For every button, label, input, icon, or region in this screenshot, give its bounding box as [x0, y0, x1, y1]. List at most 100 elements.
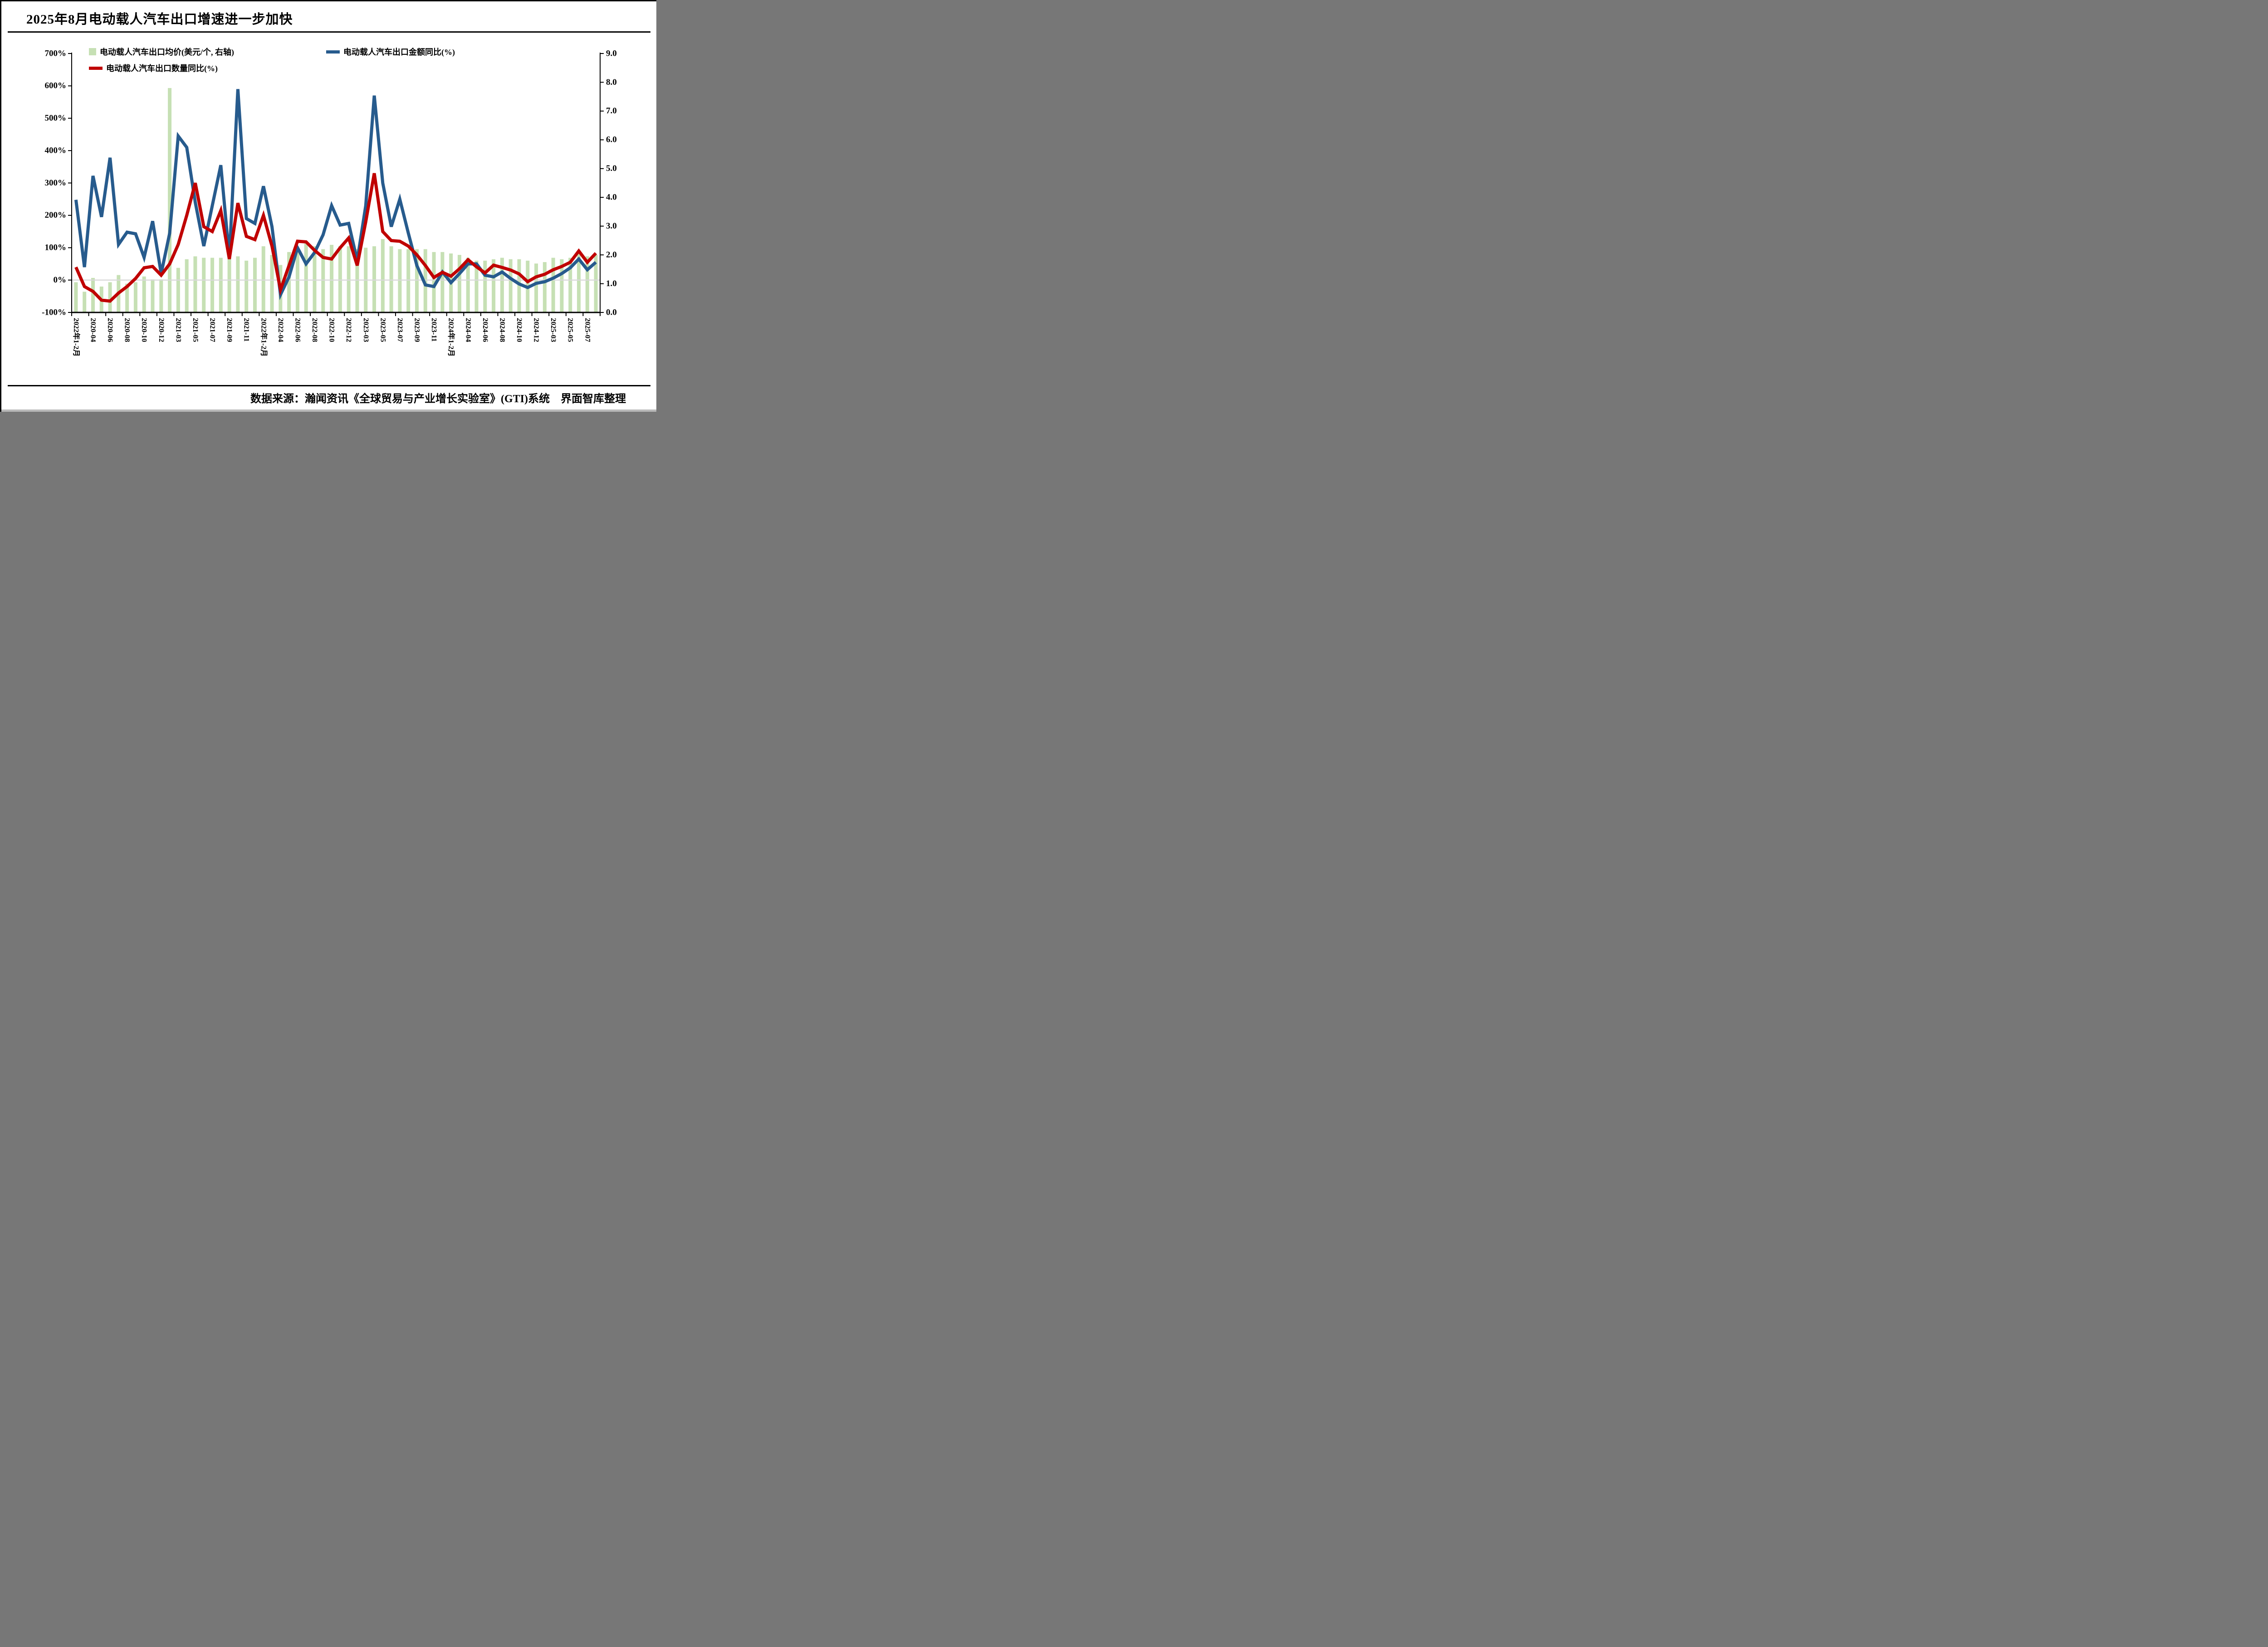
- x-axis-label: 2021-05: [191, 318, 199, 342]
- price-bar: [560, 259, 564, 312]
- chart-area: 700% 600% 500% 400% 300% 200% 100% 0% -100% 9.0 8.…: [1, 33, 656, 385]
- price-bar: [355, 249, 359, 312]
- line-swatch-icon: [89, 66, 103, 70]
- x-axis-label: 2024-08: [498, 318, 506, 342]
- price-bar: [508, 259, 513, 312]
- legend-label: 电动载人汽车出口数量同比(%): [106, 64, 218, 73]
- quantity-yoy-line: [74, 173, 597, 303]
- x-axis-label: 2024-12: [533, 318, 540, 342]
- price-bar: [108, 282, 112, 312]
- x-axis-label: 2020-06: [106, 318, 114, 342]
- right-axis-label: 7.0: [606, 106, 617, 116]
- x-axis-label: 2021-11: [243, 318, 250, 341]
- right-axis-label: 2.0: [606, 250, 617, 259]
- price-bar: [568, 258, 572, 312]
- left-axis-label: 700%: [45, 49, 67, 58]
- combo-chart: 700% 600% 500% 400% 300% 200% 100% 0% -100% 9.0 8.…: [42, 49, 617, 356]
- price-bar: [74, 282, 78, 312]
- price-bar: [151, 279, 155, 312]
- amount-yoy-line: [74, 89, 597, 300]
- price-bar: [492, 259, 496, 312]
- legend-item-price: 电动载人汽车出口均价(美元/个, 右轴): [89, 46, 234, 58]
- price-bar: [517, 259, 521, 312]
- x-axis-label: 2020-10: [140, 318, 148, 342]
- chart-title: 2025年8月电动载人汽车出口增速进一步加快: [26, 12, 293, 27]
- legend-item-amount-yoy: 电动载人汽车出口金额同比(%): [326, 46, 455, 58]
- x-axis-label: 2022年1-2月: [72, 318, 81, 356]
- price-bar: [304, 243, 308, 312]
- x-axis-label: 2021-03: [174, 318, 182, 342]
- left-axis-label: 500%: [45, 113, 67, 123]
- x-axis-label: 2021-07: [209, 318, 216, 342]
- x-axis-label: 2024年1-2月: [447, 318, 456, 356]
- x-axis-label: 2022-10: [328, 318, 336, 342]
- price-bar: [261, 246, 265, 312]
- price-bar: [389, 246, 393, 312]
- price-bar: [253, 258, 257, 312]
- x-axis-label: 2023-11: [430, 318, 438, 341]
- right-axis-label: 8.0: [606, 78, 617, 87]
- x-axis-label: 2023-07: [396, 318, 404, 342]
- price-bar: [287, 252, 291, 312]
- price-bar: [91, 278, 95, 312]
- price-bar: [551, 258, 555, 312]
- price-bar: [347, 246, 351, 312]
- window-edge: [1, 409, 656, 412]
- left-axis-label: 600%: [45, 81, 67, 91]
- price-bar: [474, 260, 479, 312]
- left-axis-label: 400%: [45, 146, 67, 155]
- right-axis-label: 5.0: [606, 164, 617, 173]
- x-axis-label: 2024-10: [515, 318, 523, 342]
- price-bar: [142, 276, 146, 312]
- price-bar: [415, 249, 419, 312]
- left-axis-label: -100%: [42, 307, 66, 317]
- legend-label: 电动载人汽车出口金额同比(%): [343, 48, 455, 57]
- x-axis-label: 2025-05: [567, 318, 574, 342]
- price-bar: [594, 255, 598, 312]
- x-axis-label: 2023-05: [379, 318, 386, 342]
- bar-swatch-icon: [89, 48, 96, 55]
- price-bar: [313, 246, 317, 312]
- source-divider: [8, 385, 650, 386]
- x-axis-label: 2020-04: [89, 318, 97, 342]
- price-bar: [543, 262, 547, 312]
- left-axis-label: 0%: [54, 275, 67, 285]
- x-axis-label: 2022-04: [277, 318, 284, 342]
- left-axis-label: 200%: [45, 210, 67, 220]
- x-axis-label: 2023-09: [413, 318, 421, 342]
- price-bar: [210, 258, 215, 312]
- price-bar: [338, 246, 342, 312]
- legend-item-quantity-yoy: 电动载人汽车出口数量同比(%): [89, 62, 218, 74]
- price-bar: [185, 259, 189, 312]
- price-bar: [244, 260, 249, 312]
- x-axis-label: 2022-08: [311, 318, 318, 342]
- x-axis-label: 2020-12: [157, 318, 165, 342]
- x-axis-label: 2021-09: [225, 318, 233, 342]
- x-axis-label: 2022年1-2月: [259, 318, 268, 356]
- price-bar: [483, 260, 487, 312]
- x-axis-labels: 2022年1-2月 2020-04 2020-06 2020-08 2020-10 202…: [72, 318, 591, 356]
- price-bar: [406, 249, 411, 312]
- price-bar: [133, 282, 137, 312]
- price-bar: [193, 256, 197, 312]
- price-bar: [466, 258, 470, 312]
- price-bar: [159, 279, 163, 312]
- data-source-note: 数据来源：瀚闻资讯《全球贸易与产业增长实验室》(GTI)系统 界面智库整理: [250, 393, 626, 405]
- price-bar: [125, 283, 129, 312]
- right-axis-label: 4.0: [606, 193, 617, 202]
- price-bars: [74, 88, 598, 312]
- x-axis-label: 2024-04: [464, 318, 472, 342]
- price-bar: [168, 88, 172, 312]
- x-axis-label: 2024-06: [481, 318, 489, 342]
- price-bar: [321, 249, 325, 312]
- axes: 700% 600% 500% 400% 300% 200% 100% 0% -100% 9.0 8.…: [42, 49, 617, 317]
- price-bar: [227, 256, 231, 312]
- legend-label: 电动载人汽车出口均价(美元/个, 右轴): [100, 48, 234, 57]
- x-axis-label: 2020-08: [123, 318, 131, 342]
- line-swatch-icon: [326, 50, 340, 54]
- price-bar: [432, 252, 436, 312]
- price-bar: [372, 246, 376, 312]
- title-divider: [8, 31, 650, 33]
- price-bar: [381, 239, 385, 312]
- price-bar: [295, 249, 299, 312]
